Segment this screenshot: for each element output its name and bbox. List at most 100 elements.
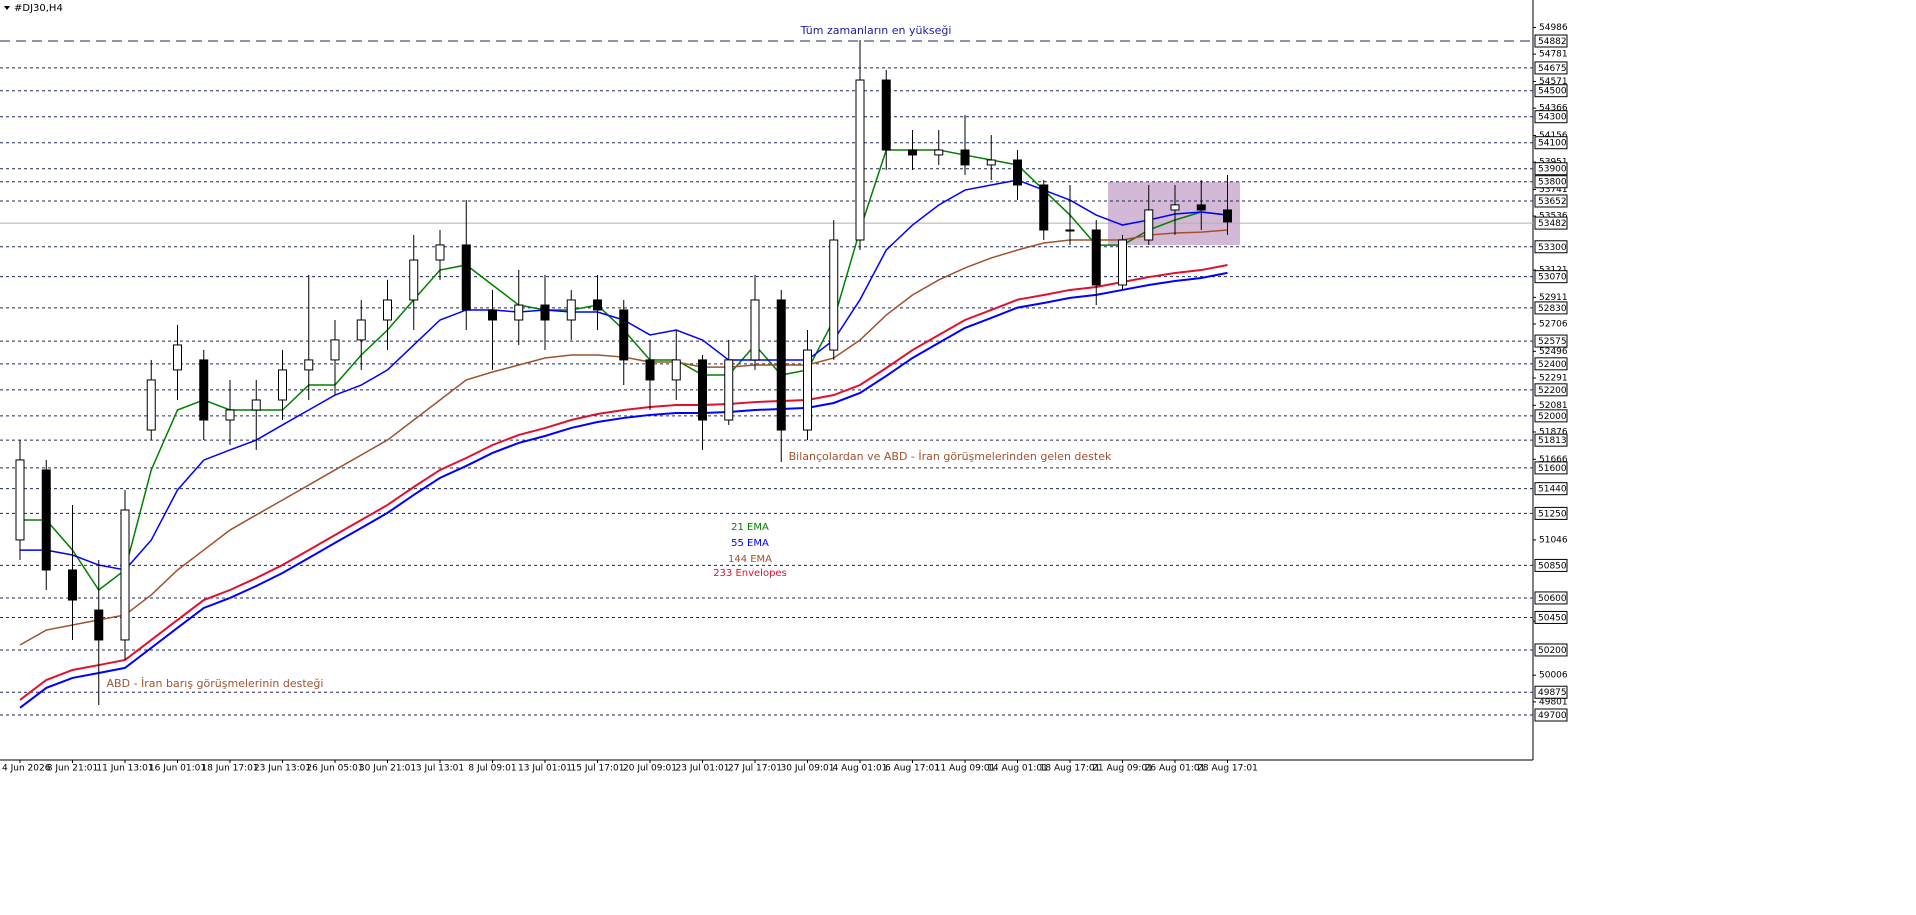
candle-body	[960, 149, 970, 166]
x-tick-label: 4 Aug 01:01	[833, 764, 888, 774]
candle-body	[934, 149, 944, 156]
chart-title: #DJ30,H4	[14, 3, 63, 14]
candle-body	[409, 259, 419, 301]
y-tick-label: 49801	[1539, 697, 1568, 707]
price-label-box	[1534, 162, 1568, 176]
price-label: 52000	[1538, 412, 1567, 422]
x-tick-label: 21 Aug 09:01	[1092, 764, 1153, 774]
candle-body	[803, 349, 812, 431]
candle-body	[146, 379, 156, 431]
x-tick-label: 27 Jul 17:01	[728, 764, 782, 774]
x-tick-label: 13 Jul 01:01	[518, 764, 572, 774]
candle-body	[1223, 209, 1232, 223]
price-label-box	[1534, 708, 1568, 722]
candle-body	[724, 359, 734, 421]
candle-body	[173, 344, 182, 371]
candle-body	[1196, 204, 1206, 211]
price-label: 54882	[1538, 37, 1567, 47]
x-tick-label: 30 Jun 21:01	[359, 764, 416, 774]
x-tick-label: 11 Aug 09:01	[935, 764, 996, 774]
candle-body	[750, 299, 760, 361]
y-tick-label: 54366	[1539, 104, 1568, 114]
candle-body	[68, 569, 77, 601]
price-label: 53652	[1538, 197, 1567, 207]
y-tick-label: 52706	[1539, 320, 1568, 330]
x-tick-label: 20 Jul 09:01	[623, 764, 677, 774]
x-tick-label: 28 Aug 17:01	[1197, 764, 1258, 774]
candle-body	[986, 159, 996, 166]
x-tick-label: 14 Aug 01:01	[987, 764, 1048, 774]
candle-body	[1144, 209, 1154, 241]
x-tick-label: 23 Jun 13:01	[254, 764, 311, 774]
candle-body	[435, 244, 445, 261]
price-label: 51813	[1538, 436, 1567, 446]
price-label: 52575	[1538, 337, 1567, 347]
y-tick-label: 54571	[1539, 77, 1568, 87]
price-label-box	[1534, 301, 1568, 315]
annotation: Tüm zamanların en yükseği	[800, 24, 952, 37]
candle-body	[566, 299, 576, 321]
menu-icon[interactable]	[4, 6, 10, 10]
candle-body	[1039, 184, 1049, 231]
candle-body	[41, 469, 51, 571]
candle-body	[855, 79, 865, 241]
candle-body	[383, 299, 392, 321]
x-tick-label: 4 Jun 2026	[2, 764, 51, 774]
x-tick-label: 30 Jul 09:01	[781, 764, 835, 774]
price-label-box	[1534, 84, 1568, 98]
y-tick-label: 51876	[1539, 427, 1568, 437]
y-tick-label: 50006	[1539, 671, 1568, 681]
price-label-box	[1534, 334, 1568, 348]
y-tick-label: 52291	[1539, 374, 1568, 384]
x-tick-label: 8 Jul 09:01	[468, 764, 516, 774]
candle-body	[645, 359, 655, 381]
annotation: ABD - İran barış görüşmelerinin desteği	[107, 677, 324, 690]
price-label: 54675	[1538, 64, 1567, 74]
candle-body	[278, 369, 287, 401]
y-tick-label: 52496	[1539, 347, 1568, 357]
legend-label: 233 Envelopes	[713, 568, 787, 579]
price-label-box	[1534, 216, 1568, 230]
price-label-box	[1534, 482, 1568, 496]
x-tick-label: 26 Jun 05:01	[306, 764, 363, 774]
price-label-box	[1534, 34, 1568, 48]
price-label-box	[1534, 240, 1568, 254]
price-label: 50450	[1538, 613, 1567, 623]
x-tick-label: 15 Jul 17:01	[571, 764, 625, 774]
y-tick-label: 51046	[1539, 535, 1568, 545]
price-label-box	[1534, 175, 1568, 189]
candle-body	[593, 299, 602, 311]
y-tick-label: 52911	[1539, 293, 1568, 303]
candle-body	[488, 309, 497, 321]
candle-body	[1091, 229, 1101, 286]
x-tick-label: 23 Jul 01:01	[676, 764, 730, 774]
candle-body	[304, 359, 314, 371]
envelope-lower	[19, 271, 1228, 709]
price-label-box	[1534, 270, 1568, 284]
price-label: 49875	[1538, 688, 1567, 698]
price-label: 51440	[1538, 485, 1567, 495]
candle-body	[199, 359, 209, 421]
x-tick-label: 11 Jun 13:01	[96, 764, 153, 774]
x-tick-label: 6 Aug 17:01	[885, 764, 940, 774]
price-label-box	[1534, 409, 1568, 423]
y-tick-label: 53741	[1539, 185, 1568, 195]
candle-body	[619, 309, 629, 361]
price-label: 53300	[1538, 243, 1567, 253]
candle-body	[881, 79, 891, 151]
candle-body	[1013, 159, 1022, 186]
candle-body	[514, 304, 524, 321]
price-label-box	[1534, 610, 1568, 624]
candle-body	[671, 359, 681, 381]
x-tick-label: 16 Jun 01:01	[149, 764, 206, 774]
candle-body	[94, 609, 104, 641]
indicator-line	[19, 263, 1228, 701]
price-label: 53800	[1538, 178, 1567, 188]
y-tick-label: 54986	[1539, 23, 1568, 33]
price-label-box	[1534, 461, 1568, 475]
x-tick-label: 26 Aug 01:01	[1145, 764, 1206, 774]
candle-body	[356, 319, 366, 341]
price-label: 50600	[1538, 594, 1567, 604]
price-label-box	[1534, 194, 1568, 208]
